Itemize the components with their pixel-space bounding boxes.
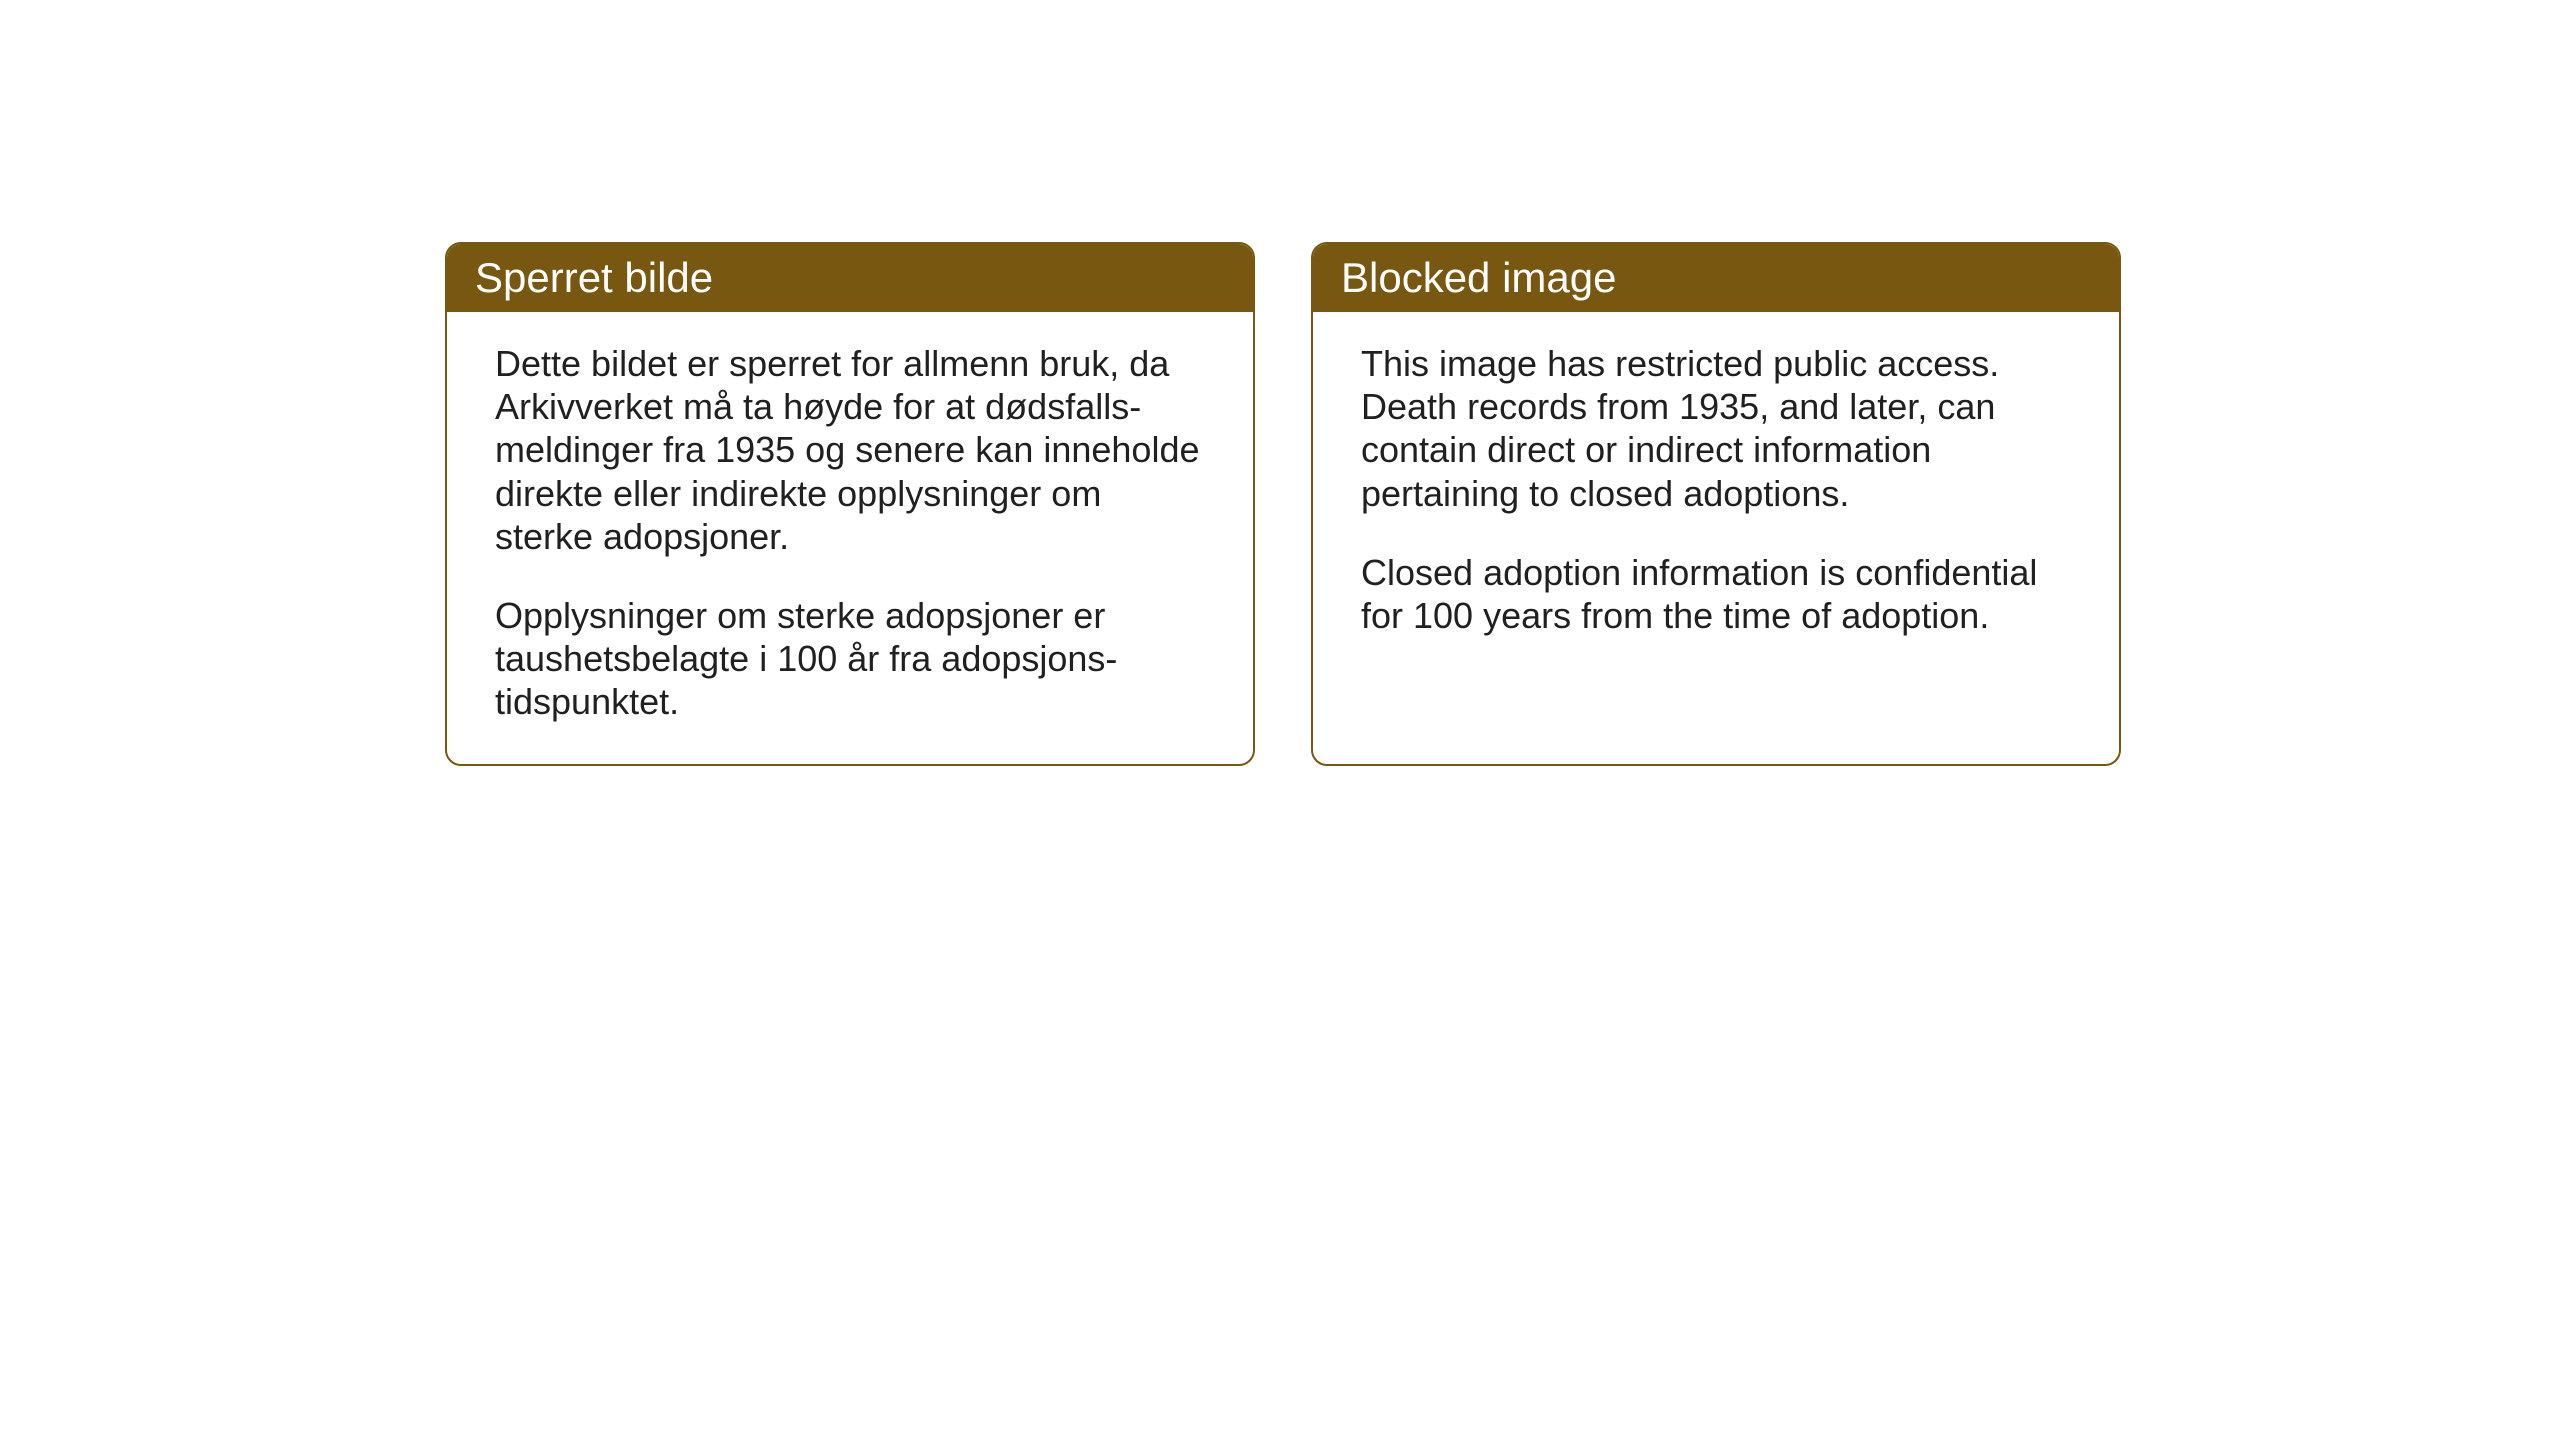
notice-card-norwegian: Sperret bilde Dette bildet er sperret fo…: [445, 242, 1255, 766]
notice-paragraph-2-english: Closed adoption information is confident…: [1361, 551, 2071, 637]
notice-paragraph-1-english: This image has restricted public access.…: [1361, 342, 2071, 515]
notice-card-english: Blocked image This image has restricted …: [1311, 242, 2121, 766]
notice-container: Sperret bilde Dette bildet er sperret fo…: [445, 242, 2121, 766]
notice-header-english: Blocked image: [1313, 244, 2119, 312]
notice-paragraph-1-norwegian: Dette bildet er sperret for allmenn bruk…: [495, 342, 1205, 558]
notice-title-norwegian: Sperret bilde: [475, 254, 713, 301]
notice-paragraph-2-norwegian: Opplysninger om sterke adopsjoner er tau…: [495, 594, 1205, 724]
notice-title-english: Blocked image: [1341, 254, 1616, 301]
notice-header-norwegian: Sperret bilde: [447, 244, 1253, 312]
notice-body-norwegian: Dette bildet er sperret for allmenn bruk…: [447, 312, 1253, 764]
notice-body-english: This image has restricted public access.…: [1313, 312, 2119, 677]
